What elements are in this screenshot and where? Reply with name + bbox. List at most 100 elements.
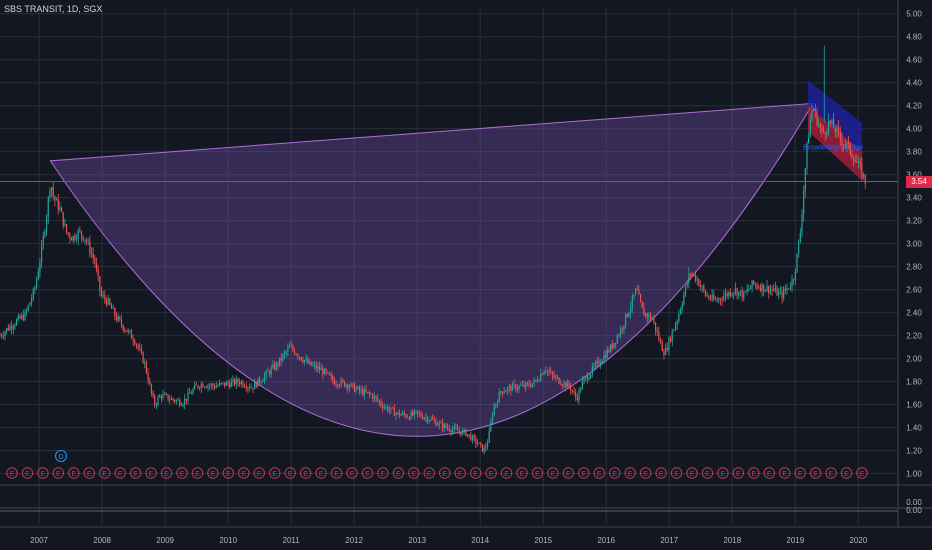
candle-body <box>303 360 306 363</box>
earnings-marker[interactable]: E <box>578 467 590 479</box>
candle-body <box>293 350 296 355</box>
earnings-marker[interactable]: E <box>377 467 389 479</box>
earnings-marker[interactable]: E <box>825 467 837 479</box>
earnings-marker[interactable]: E <box>83 467 95 479</box>
earnings-letter: E <box>87 471 92 478</box>
earnings-marker[interactable]: E <box>21 467 34 479</box>
candle-body <box>596 360 598 363</box>
earnings-marker[interactable]: E <box>840 467 853 479</box>
candle-body <box>353 383 356 392</box>
price-tick-label: 4.60 <box>906 56 922 65</box>
earnings-marker[interactable]: E <box>655 467 667 479</box>
earnings-marker[interactable]: E <box>439 467 451 479</box>
earnings-marker[interactable]: E <box>686 467 698 479</box>
candle-body <box>307 359 309 364</box>
broadening-wedge-drawing[interactable]: Broadening Wedge <box>803 80 863 181</box>
earnings-marker[interactable]: E <box>485 467 497 479</box>
earnings-marker[interactable]: E <box>99 467 111 479</box>
candle-body <box>819 124 821 128</box>
candle-body <box>824 132 826 134</box>
candle-body <box>217 385 219 387</box>
price-axis[interactable]: 1.00 1.20 1.40 1.60 1.80 2.00 2.20 2.40 2.60 2.80… <box>897 0 922 527</box>
earnings-marker[interactable]: E <box>547 467 559 479</box>
candle-body <box>357 386 359 389</box>
price-tick-label: 4.20 <box>906 102 922 111</box>
earnings-marker[interactable]: E <box>794 467 806 479</box>
earnings-letter: E <box>551 471 556 478</box>
earnings-marker[interactable]: E <box>176 467 188 479</box>
candle-body <box>50 187 53 191</box>
earnings-marker[interactable]: E <box>809 467 822 479</box>
earnings-marker[interactable]: E <box>779 467 791 479</box>
earnings-marker[interactable]: E <box>269 467 281 479</box>
earnings-marker[interactable]: E <box>207 467 219 479</box>
earnings-marker[interactable]: E <box>37 467 49 479</box>
earnings-marker[interactable]: E <box>609 467 621 479</box>
earnings-circle <box>825 467 837 479</box>
candle-body <box>44 230 46 236</box>
earnings-marker[interactable]: E <box>253 467 265 479</box>
earnings-marker[interactable]: E <box>763 467 775 479</box>
earnings-marker[interactable]: E <box>6 467 18 479</box>
earnings-marker[interactable]: E <box>222 467 235 479</box>
candle-body <box>663 351 665 355</box>
earnings-marker[interactable]: E <box>68 467 80 479</box>
earnings-marker[interactable]: E <box>145 467 157 479</box>
earnings-marker[interactable]: E <box>593 467 605 479</box>
earnings-marker[interactable]: E <box>856 467 868 479</box>
candle-body <box>150 384 153 394</box>
earnings-marker[interactable]: E <box>114 467 126 479</box>
earnings-marker[interactable]: E <box>670 467 683 479</box>
earnings-marker[interactable]: E <box>732 467 745 479</box>
candle-body <box>808 137 810 144</box>
earnings-marker[interactable]: E <box>129 467 142 479</box>
earnings-marker[interactable]: E <box>361 467 374 479</box>
earnings-marker[interactable]: E <box>315 467 327 479</box>
earnings-marker[interactable]: E <box>531 467 544 479</box>
earnings-letter: E <box>25 471 30 478</box>
earnings-marker[interactable]: E <box>408 467 420 479</box>
candle-body <box>40 246 43 263</box>
candle-body <box>501 391 504 394</box>
earnings-marker[interactable]: E <box>299 467 312 479</box>
earnings-marker[interactable]: E <box>500 467 513 479</box>
earnings-marker[interactable]: E <box>160 467 173 479</box>
earnings-marker[interactable]: E <box>516 467 528 479</box>
candle-body <box>666 347 668 351</box>
indicator-pane[interactable]: 0.000.00 <box>0 484 932 528</box>
earnings-circle <box>423 467 435 479</box>
candle-body <box>613 343 615 348</box>
earnings-marker[interactable]: E <box>392 467 405 479</box>
earnings-marker[interactable]: E <box>624 467 636 479</box>
candle-body <box>448 428 450 431</box>
earnings-marker[interactable]: E <box>52 467 65 479</box>
cup-pattern-drawing[interactable] <box>49 102 814 437</box>
dividend-marker[interactable]: D <box>55 450 67 462</box>
earnings-marker[interactable]: E <box>191 467 204 479</box>
candle-body <box>322 368 324 375</box>
earnings-marker[interactable]: E <box>469 467 482 479</box>
candle-body <box>22 315 24 320</box>
candle-body <box>420 413 422 417</box>
earnings-letter: E <box>860 471 865 478</box>
candle-body <box>94 257 96 264</box>
earnings-marker[interactable]: E <box>238 467 250 479</box>
earnings-marker[interactable]: E <box>562 467 575 479</box>
earnings-marker[interactable]: E <box>717 467 729 479</box>
candle-body <box>12 326 14 329</box>
candle-body <box>288 346 291 348</box>
earnings-marker[interactable]: E <box>330 467 343 479</box>
earnings-marker[interactable]: E <box>701 467 714 479</box>
earnings-marker[interactable]: E <box>346 467 358 479</box>
earnings-marker[interactable]: E <box>748 467 760 479</box>
candle-body <box>189 392 191 394</box>
earnings-marker[interactable]: E <box>423 467 435 479</box>
earnings-marker[interactable]: E <box>639 467 652 479</box>
candle-body <box>711 294 713 300</box>
earnings-marker[interactable]: E <box>284 467 296 479</box>
earnings-marker[interactable]: E <box>454 467 466 479</box>
time-axis[interactable]: 2007 2008 2009 2010 2011 2012 2013 2014 2015 2016… <box>30 536 868 545</box>
earnings-letter: E <box>489 471 494 478</box>
